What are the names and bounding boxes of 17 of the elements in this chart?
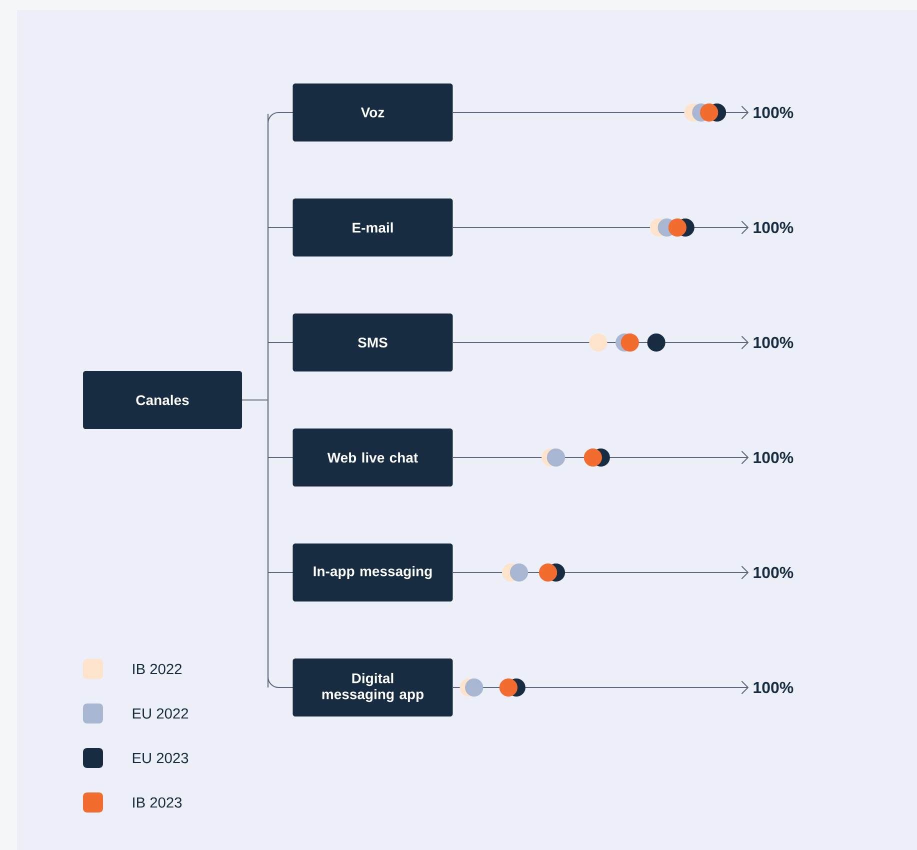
legend-label: EU 2023 <box>132 752 188 764</box>
text: Canales <box>136 394 189 406</box>
y-tick-label: Voz <box>360 108 384 118</box>
text: 100% <box>754 452 794 464</box>
y-tick-label: SMS <box>358 338 388 348</box>
legend-label: IB 2022 <box>133 664 182 674</box>
text: 100% <box>754 682 794 694</box>
text: 100% <box>754 566 794 578</box>
text: 100% <box>754 222 794 234</box>
text: 100% <box>754 106 794 118</box>
y-tick-label: Digital messaging app <box>322 672 424 702</box>
y-tick-label: Web live chat <box>327 452 418 463</box>
y-tick-label: In-app messaging <box>314 566 432 580</box>
text: 100% <box>754 336 794 348</box>
legend-label: IB 2023 <box>133 797 182 808</box>
legend-label: EU 2022 <box>132 708 188 719</box>
y-tick-label: E-mail <box>352 222 393 233</box>
